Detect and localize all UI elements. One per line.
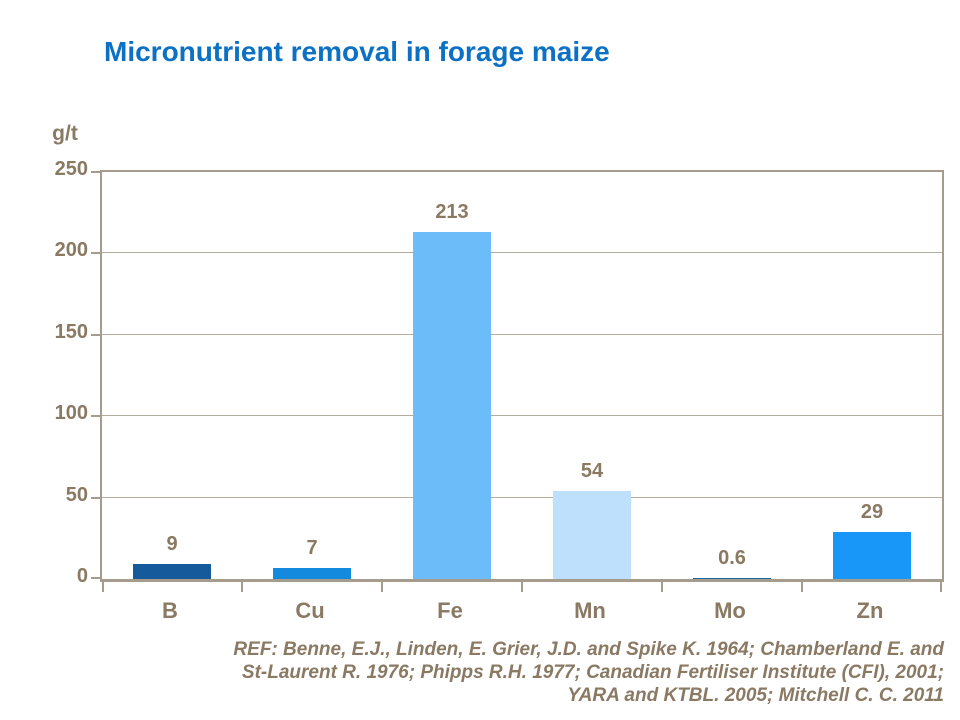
bar-value-label-Zn: 29: [860, 501, 884, 523]
y-tick-label: 0: [76, 565, 88, 587]
y-tick-label: 250: [54, 158, 88, 180]
y-tick-label: 50: [65, 483, 88, 506]
reference-line: YARA and KTBL. 2005; Mitchell C. C. 2011: [567, 685, 944, 706]
x-tick-mark: [521, 582, 523, 592]
reference-text: REF: Benne, E.J., Linden, E. Grier, J.D.…: [0, 638, 944, 707]
reference-line: REF: Benne, E.J., Linden, E. Grier, J.D.…: [233, 639, 944, 660]
plot-area: 9 7 213 54 0.6 29: [91, 170, 944, 592]
bar-Mn: [553, 491, 631, 579]
bar-Fe: [413, 232, 491, 579]
x-tick-mark: [241, 582, 243, 592]
x-category-label-Mo: Mo: [714, 598, 746, 623]
bar-value-label-Cu: 7: [306, 537, 318, 559]
x-tick-mark: [801, 582, 803, 592]
gridline: [102, 333, 942, 335]
bar-B: [133, 564, 211, 579]
bar-value-label-B: 9: [166, 533, 178, 555]
x-category-label-Fe: Fe: [437, 598, 463, 623]
y-axis-title: g/t: [52, 122, 78, 145]
x-tick-mark: [940, 582, 942, 592]
y-tick-label: 200: [54, 239, 88, 262]
y-tick-mark: [91, 333, 100, 336]
bar-Zn: [833, 532, 911, 579]
gridline: [102, 252, 942, 254]
y-tick-mark: [91, 171, 100, 173]
bar-value-label-Fe: 213: [435, 201, 469, 223]
y-tick-mark: [91, 252, 100, 255]
bar-value-label-Mo: 0.6: [718, 547, 746, 569]
x-category-label-B: B: [162, 598, 178, 623]
x-category-label-Mn: Mn: [574, 598, 606, 623]
x-tick-mark: [102, 582, 104, 592]
y-tick-mark: [91, 415, 100, 418]
x-category-label-Zn: Zn: [856, 598, 884, 623]
y-tick-mark: [91, 496, 100, 499]
bar-value-label-Mn: 54: [580, 460, 604, 482]
y-tick-mark: [91, 577, 100, 579]
gridline: [102, 415, 942, 417]
y-tick-label: 100: [54, 402, 88, 425]
gridline: [102, 496, 942, 498]
x-tick-mark: [661, 582, 663, 592]
reference-line: St-Laurent R. 1976; Phipps R.H. 1977; Ca…: [241, 662, 944, 683]
x-tick-mark: [381, 582, 383, 592]
x-category-label-Cu: Cu: [295, 598, 325, 623]
bar-Mo: [693, 578, 771, 579]
chart-title: Micronutrient removal in forage maize: [104, 36, 610, 67]
bar-Cu: [273, 568, 351, 579]
y-tick-label: 150: [54, 320, 88, 343]
